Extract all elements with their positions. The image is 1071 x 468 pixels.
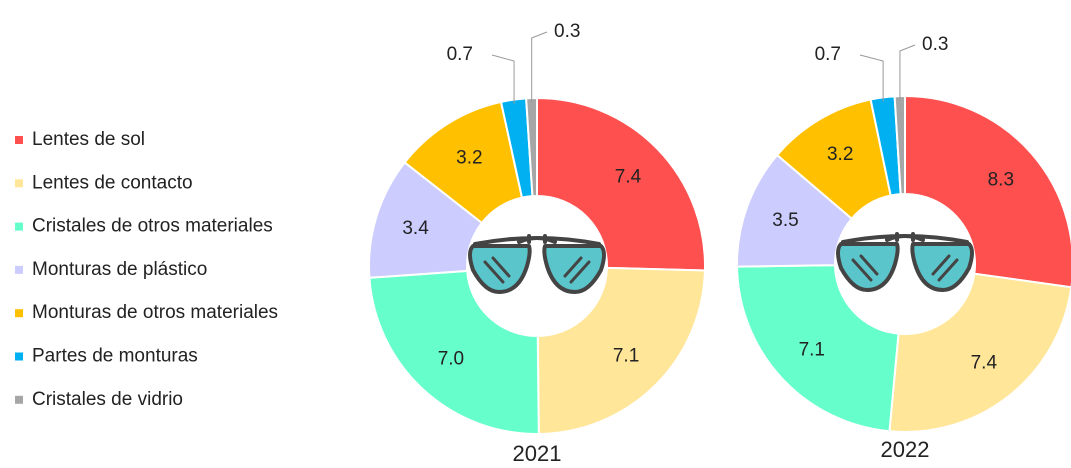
legend-swatch (15, 222, 23, 231)
data-label: 3.2 (827, 144, 853, 165)
sunglasses-icon (468, 234, 606, 294)
legend-label: Cristales de vidrio (32, 389, 183, 410)
series-name: 2021 (513, 441, 562, 466)
legend-swatch (15, 136, 23, 144)
leader-line (531, 31, 548, 103)
data-label: 8.3 (988, 170, 1014, 191)
data-label: 7.4 (615, 166, 642, 187)
legend-swatch (15, 179, 23, 188)
series-name: 2022 (881, 437, 930, 462)
legend-swatch (15, 352, 23, 361)
leader-line (899, 44, 916, 101)
icon-bridge (841, 232, 969, 244)
legend-swatch (15, 265, 23, 274)
icon-lens (468, 244, 532, 294)
data-label: 7.1 (613, 346, 639, 367)
data-label: 3.4 (402, 218, 429, 239)
donut-slice (888, 272, 1071, 433)
legend-swatch (15, 395, 23, 404)
leader-line (859, 54, 884, 102)
leader-line (491, 54, 515, 104)
legend-label: Lentes de sol (32, 129, 145, 150)
donut-slice (525, 96, 538, 198)
legend-label: Cristales de otros materiales (32, 216, 273, 237)
icon-lens (542, 244, 606, 294)
data-label: 0.7 (447, 44, 473, 65)
data-label: 3.2 (456, 148, 482, 169)
donut-slice (893, 94, 906, 196)
icon-lens (836, 242, 900, 292)
data-label: 3.5 (772, 210, 798, 231)
donut-slice (904, 94, 1071, 289)
donut-slice (536, 96, 706, 272)
icon-lens (910, 242, 974, 292)
icon-bridge (473, 234, 601, 246)
data-label: 7.0 (438, 348, 464, 369)
data-label: 0.3 (554, 21, 580, 42)
sunglasses-icon (836, 232, 974, 292)
donut-slice (536, 266, 706, 436)
data-label: 7.1 (799, 339, 825, 360)
icon-glare (851, 254, 879, 282)
legend-label: Lentes de contacto (32, 172, 193, 193)
data-label: 7.4 (971, 353, 998, 374)
legend-label: Partes de monturas (32, 346, 198, 367)
legend-label: Monturas de plástico (32, 259, 207, 280)
legend-swatch (15, 309, 23, 318)
data-label: 0.7 (815, 44, 841, 65)
icon-glare (931, 254, 959, 282)
icon-glare (563, 256, 591, 284)
donut-slice (368, 269, 540, 435)
icon-glare (483, 256, 511, 284)
donut-slice (736, 264, 900, 433)
data-label: 0.3 (922, 34, 948, 55)
legend-label: Monturas de otros materiales (32, 302, 278, 323)
